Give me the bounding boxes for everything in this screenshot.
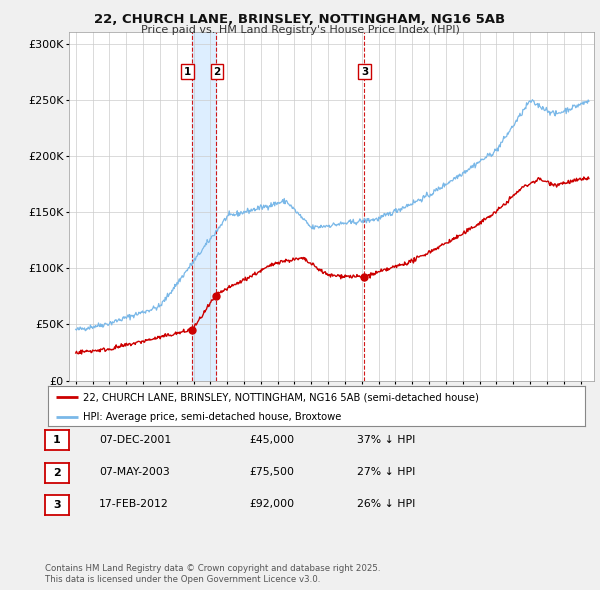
Text: 1: 1 bbox=[184, 67, 191, 77]
Text: 07-DEC-2001: 07-DEC-2001 bbox=[99, 435, 171, 444]
Text: This data is licensed under the Open Government Licence v3.0.: This data is licensed under the Open Gov… bbox=[45, 575, 320, 584]
Text: 3: 3 bbox=[53, 500, 61, 510]
Text: 2: 2 bbox=[214, 67, 221, 77]
Text: Price paid vs. HM Land Registry's House Price Index (HPI): Price paid vs. HM Land Registry's House … bbox=[140, 25, 460, 35]
Text: 37% ↓ HPI: 37% ↓ HPI bbox=[357, 435, 415, 444]
Text: 22, CHURCH LANE, BRINSLEY, NOTTINGHAM, NG16 5AB (semi-detached house): 22, CHURCH LANE, BRINSLEY, NOTTINGHAM, N… bbox=[83, 392, 479, 402]
Text: £45,000: £45,000 bbox=[249, 435, 294, 444]
Text: 2: 2 bbox=[53, 468, 61, 477]
Text: 3: 3 bbox=[361, 67, 368, 77]
Text: 27% ↓ HPI: 27% ↓ HPI bbox=[357, 467, 415, 477]
Text: HPI: Average price, semi-detached house, Broxtowe: HPI: Average price, semi-detached house,… bbox=[83, 412, 341, 422]
Text: Contains HM Land Registry data © Crown copyright and database right 2025.: Contains HM Land Registry data © Crown c… bbox=[45, 565, 380, 573]
Text: 1: 1 bbox=[53, 435, 61, 445]
Text: 17-FEB-2012: 17-FEB-2012 bbox=[99, 500, 169, 509]
Text: 07-MAY-2003: 07-MAY-2003 bbox=[99, 467, 170, 477]
Text: £92,000: £92,000 bbox=[249, 500, 294, 509]
Text: £75,500: £75,500 bbox=[249, 467, 294, 477]
Bar bbox=[193, 32, 216, 381]
Text: 22, CHURCH LANE, BRINSLEY, NOTTINGHAM, NG16 5AB: 22, CHURCH LANE, BRINSLEY, NOTTINGHAM, N… bbox=[94, 13, 506, 26]
Text: 26% ↓ HPI: 26% ↓ HPI bbox=[357, 500, 415, 509]
